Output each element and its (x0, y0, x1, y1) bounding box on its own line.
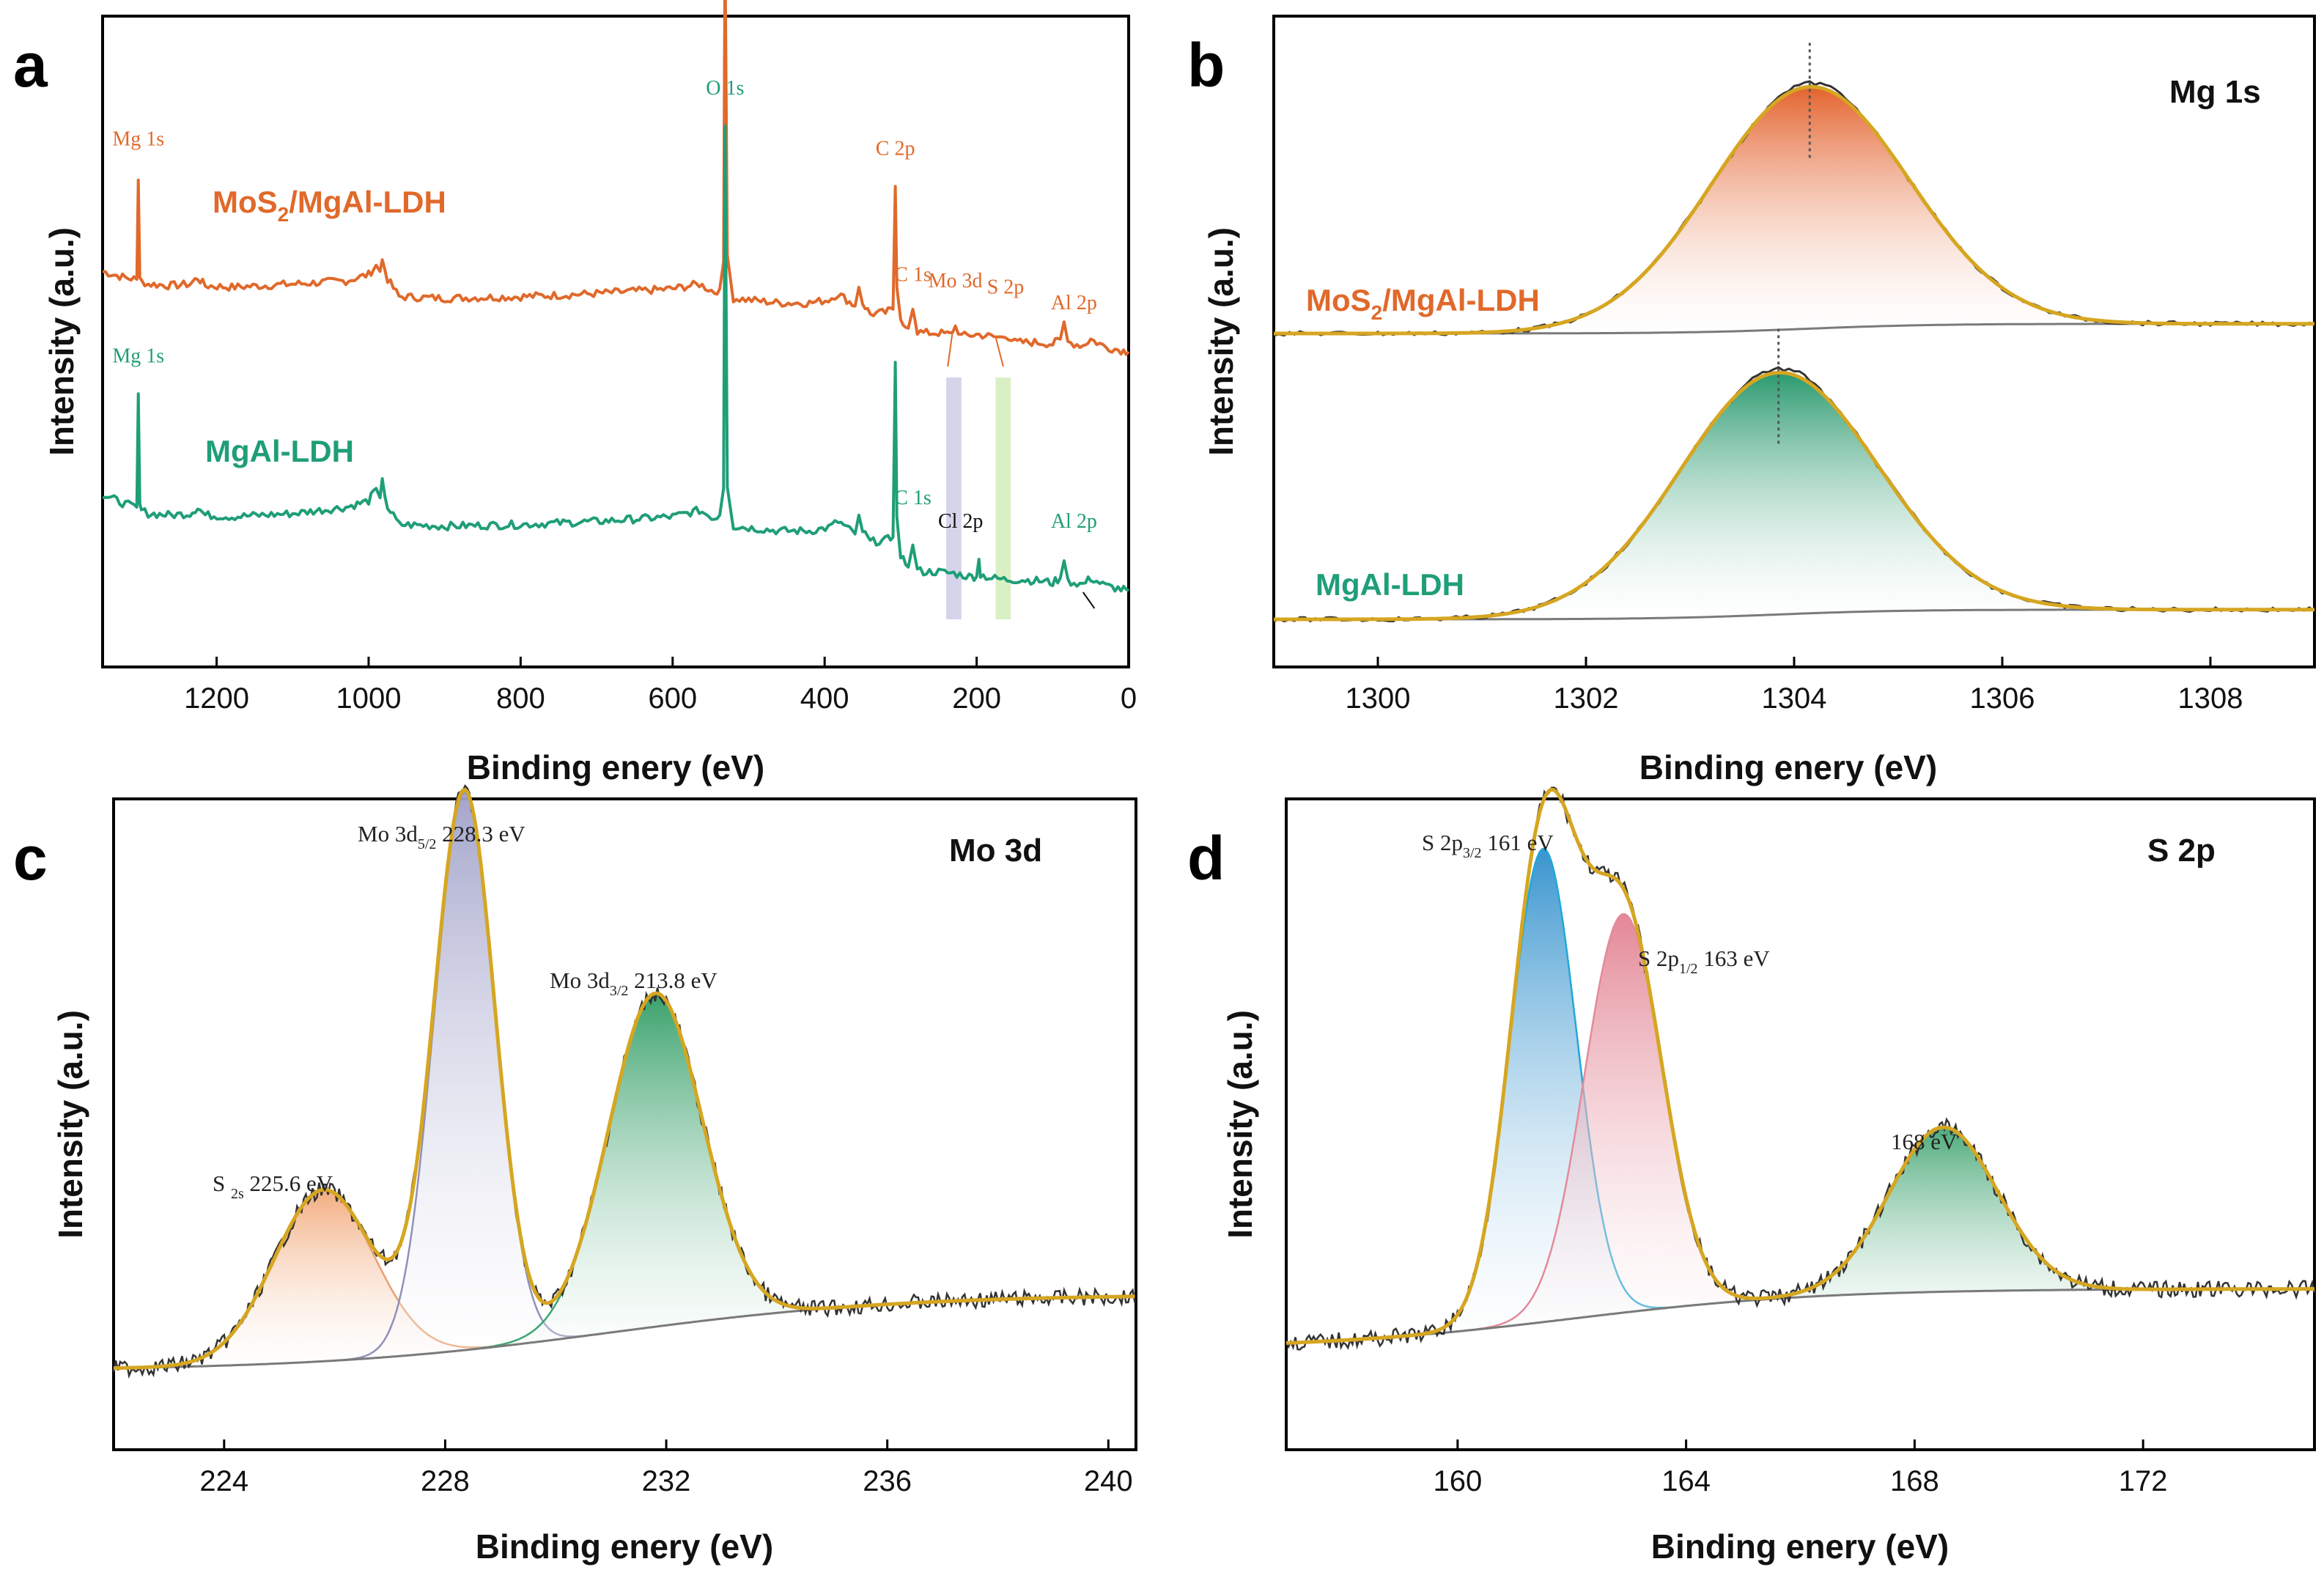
peak-annotation: Al 2p (1051, 510, 1097, 533)
peak-annotation: C 1s (894, 487, 932, 509)
leader-line (947, 333, 953, 367)
peak-annotation: C 2p (876, 137, 915, 160)
mg1s-envelope (1274, 370, 2314, 622)
plot-frame-c (112, 797, 1137, 1451)
panel-title-d: S 2p (2147, 833, 2216, 869)
x-axis-title-c: Binding enery (eV) (476, 1527, 773, 1566)
panel-b: b 1300 1302 1304 1306 1308 Mg 1s MoS2/MgAl-L… (1187, 15, 2316, 786)
survey-line-mos2 (102, 0, 1130, 356)
peaks-c (112, 784, 1136, 1379)
mo3d-component-fill (114, 1190, 1135, 1368)
mg1s-envelope (1274, 84, 2314, 336)
y-axis-title-d: Intensity (a.u.) (1221, 1010, 1259, 1239)
series-label-ldh-a: MgAl-LDH (205, 434, 354, 468)
peak-annotation: C 1s (894, 263, 932, 286)
series-label-mos2-a: MoS2/MgAl-LDH (213, 185, 446, 226)
series-label-ldh-b: MgAl-LDH (1316, 567, 1464, 602)
plot-frame-d (1285, 797, 2316, 1451)
s2p-component-line (1285, 912, 2314, 1344)
peak-annotation: O 1s (706, 77, 744, 100)
peak-annotation: Mg 1s (112, 344, 164, 367)
series-lines-a (102, 0, 1130, 593)
highlight-band (946, 377, 962, 619)
y-axis-title-b: Intensity (a.u.) (1202, 227, 1240, 456)
panel-a: a 1200 1000 800 600 400 200 0 Mg 1s O 1s C 2p C 1… (13, 0, 1137, 786)
series-label-mos2-b: MoS2/MgAl-LDH (1306, 283, 1540, 324)
x-axis-title-d: Binding enery (eV) (1651, 1527, 1949, 1566)
peak-label-168: 168 eV (1891, 1129, 1958, 1154)
a-tick-label: 800 (496, 682, 545, 715)
x-axis-title-a: Binding enery (eV) (467, 748, 764, 786)
b-tick-label: 1306 (1970, 682, 2035, 715)
c-tick-label: 240 (1084, 1465, 1133, 1497)
d-tick-label: 164 (1661, 1465, 1711, 1497)
peak-label-s2p12: S 2p1/2 163 eV (1638, 945, 1770, 977)
y-axis-title-a: Intensity (a.u.) (43, 227, 81, 456)
peak-annotation: Mo 3d (929, 270, 983, 292)
s2p-component-fill (1286, 914, 2314, 1343)
highlight-band (995, 377, 1011, 619)
s2p-envelope (1285, 787, 2314, 1345)
leader-line (1082, 591, 1096, 609)
x-axis-ticks-d: 160 164 168 172 (1433, 1439, 2168, 1497)
highlight-bands-a (946, 377, 1011, 619)
panel-title-c: Mo 3d (949, 833, 1042, 869)
a-tick-label: 200 (952, 682, 1001, 715)
peak-annotation: Cl 2p (938, 510, 983, 533)
peak-label-mo3d32: Mo 3d3/2 213.8 eV (550, 967, 718, 999)
peaks-d (1285, 786, 2316, 1351)
mg1s-fill-ldh (1274, 372, 2314, 619)
plot-frame-a (101, 15, 1130, 668)
panel-d: d 160 164 168 172 S 2p S 2p3/2 161 eV S 2p1… (1187, 786, 2316, 1566)
panel-letter-c: c (13, 824, 48, 893)
d-tick-label: 168 (1890, 1465, 1939, 1497)
peak-annotation: S 2p (987, 276, 1025, 298)
s2p-component-line (1285, 1126, 2314, 1344)
peak-label-s2s: S 2s 225.6 eV (213, 1170, 333, 1202)
s2p-raw (1285, 786, 2316, 1351)
d-tick-label: 160 (1433, 1465, 1482, 1497)
x-axis-title-b: Binding enery (eV) (1639, 748, 1937, 786)
a-tick-label: 0 (1121, 682, 1137, 715)
s2p-component-fill (1286, 849, 2314, 1343)
c-tick-label: 236 (863, 1465, 912, 1497)
a-tick-label: 600 (648, 682, 697, 715)
peak-label-s2p32: S 2p3/2 161 eV (1422, 830, 1554, 861)
x-axis-ticks-a: 1200 1000 800 600 400 200 0 (184, 657, 1137, 715)
a-tick-label: 1000 (336, 682, 401, 715)
b-tick-label: 1302 (1554, 682, 1619, 715)
a-tick-label: 1200 (184, 682, 249, 715)
mo3d-component-fill (114, 993, 1135, 1368)
survey-line-ldh (102, 124, 1130, 593)
a-tick-label: 400 (800, 682, 849, 715)
x-axis-ticks-c: 224 228 232 236 240 (199, 1439, 1133, 1497)
b-tick-label: 1308 (2178, 682, 2243, 715)
mo3d-envelope (114, 787, 1135, 1371)
d-tick-label: 172 (2119, 1465, 2168, 1497)
b-tick-label: 1304 (1762, 682, 1827, 715)
s2p-component-line (1285, 847, 2314, 1344)
c-tick-label: 224 (199, 1465, 248, 1497)
c-tick-label: 232 (642, 1465, 691, 1497)
x-axis-ticks-b: 1300 1302 1304 1306 1308 (1346, 657, 2243, 715)
mg1s-fill-mos2 (1274, 86, 2314, 334)
s2p-component-fill (1286, 1127, 2314, 1343)
peak-label-mo3d52: Mo 3d5/2 228.3 eV (358, 821, 525, 852)
peak-annotation: Mg 1s (112, 128, 164, 150)
panel-c: c 224 228 232 236 240 Mo 3d S 2s 225.6 eV Mo… (13, 784, 1137, 1566)
leader-line (995, 336, 1004, 367)
panel-title-b: Mg 1s (2169, 74, 2261, 110)
peak-annotation: Al 2p (1051, 292, 1097, 314)
y-axis-title-c: Intensity (a.u.) (51, 1010, 89, 1239)
peaks-b (1273, 43, 2315, 623)
panel-letter-d: d (1187, 824, 1225, 893)
b-tick-label: 1300 (1346, 682, 1411, 715)
c-tick-label: 228 (421, 1465, 470, 1497)
panel-letter-b: b (1187, 31, 1225, 100)
panel-letter-a: a (13, 31, 48, 100)
